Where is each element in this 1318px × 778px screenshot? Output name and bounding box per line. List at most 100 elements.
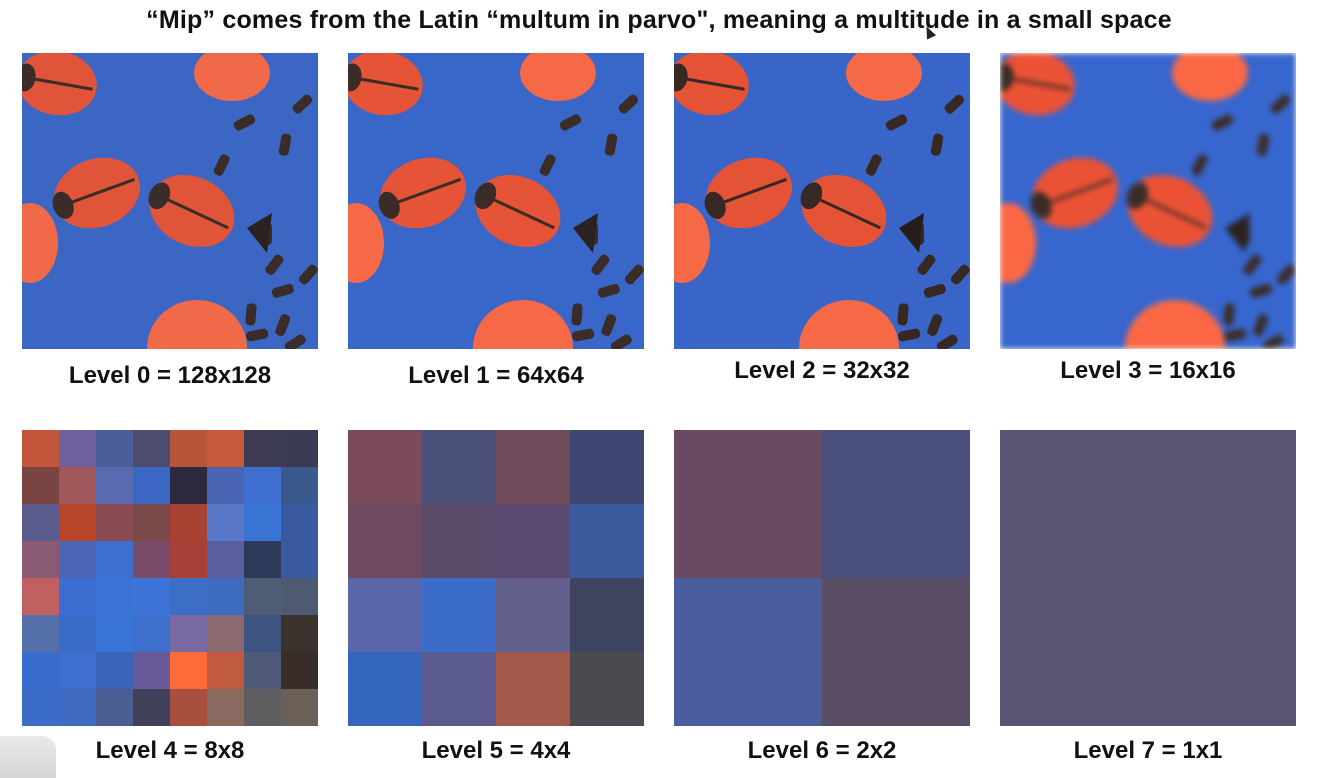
level-5-pixel	[422, 504, 496, 578]
ladybug	[1126, 175, 1213, 247]
level-4-pixel	[133, 578, 170, 615]
level-4-pixel	[244, 652, 281, 689]
chocolate-sprinkle	[245, 303, 257, 326]
orange-candy	[147, 300, 247, 349]
chocolate-sprinkle	[865, 154, 882, 176]
level-4-pixel	[207, 689, 244, 726]
mip-level-0-image	[22, 53, 318, 349]
level-5-pixel	[570, 504, 644, 578]
chocolate-sprinkle	[950, 264, 970, 285]
level-4-pixel	[22, 652, 59, 689]
level-5-pixel	[570, 578, 644, 652]
chocolate-sprinkle	[624, 264, 644, 285]
level-5-pixel	[496, 430, 570, 504]
level-4-pixel	[22, 578, 59, 615]
chocolate-sprinkle	[1256, 133, 1270, 156]
chocolate-sprinkle	[1249, 283, 1272, 298]
level-4-pixel	[170, 578, 207, 615]
level-4-pixel	[281, 689, 318, 726]
level-1-caption: Level 1 = 64x64	[408, 362, 584, 389]
chocolate-sprinkle	[897, 303, 909, 326]
level-4-pixel	[96, 652, 133, 689]
chocolate-sprinkle	[559, 114, 582, 131]
chocolate-sprinkle	[1223, 303, 1235, 326]
level-4-pixel	[281, 652, 318, 689]
level-4-pixel	[133, 652, 170, 689]
chocolate-sprinkle	[917, 254, 936, 275]
level-5-pixel	[496, 652, 570, 726]
orange-candy	[1172, 53, 1248, 101]
orange-candy	[799, 300, 899, 349]
level-6-pixel	[822, 430, 970, 578]
ladybug	[800, 175, 887, 247]
level-4-pixel	[96, 467, 133, 504]
chocolate-sprinkle	[298, 264, 318, 285]
orange-candy	[1000, 203, 1036, 283]
mip-level-6-image	[674, 430, 970, 726]
level-4-pixel	[207, 652, 244, 689]
orange-candy	[1125, 300, 1225, 349]
level-4-pixel	[244, 430, 281, 467]
level-5-pixel	[348, 504, 422, 578]
level-5-pixel	[348, 578, 422, 652]
ladybug	[704, 157, 792, 229]
level-4-pixel	[207, 504, 244, 541]
level-4-pixel	[170, 689, 207, 726]
chocolate-sprinkle	[597, 283, 620, 298]
level-5-pixel	[348, 430, 422, 504]
mip-level-5-image	[348, 430, 644, 726]
chocolate-sprinkle	[601, 314, 617, 336]
level-4-pixel	[244, 689, 281, 726]
chocolate-sprinkle	[213, 154, 230, 176]
chocolate-sprinkle	[1262, 334, 1284, 349]
mip-level-7-image	[1000, 430, 1296, 726]
level-7-caption: Level 7 = 1x1	[1073, 737, 1223, 764]
chocolate-sprinkle	[618, 94, 639, 114]
level-7-pixel	[1000, 430, 1296, 726]
level-4-pixel	[96, 689, 133, 726]
mip-level-1-image	[348, 53, 644, 349]
chocolate-sprinkle	[610, 334, 632, 349]
ladybug	[22, 53, 97, 116]
level-4-pixel	[59, 578, 96, 615]
mip-level-3-image	[1000, 53, 1296, 349]
level-5-pixel	[422, 652, 496, 726]
ladybug-scene	[674, 53, 970, 349]
chocolate-sprinkle	[1243, 254, 1262, 275]
level-4-pixel	[281, 467, 318, 504]
level-0-caption: Level 0 = 128x128	[68, 362, 272, 389]
chocolate-sprinkle	[604, 133, 618, 156]
chocolate-chip	[1225, 213, 1250, 253]
level-4-pixel	[207, 430, 244, 467]
ladybug-scene	[348, 53, 644, 349]
chocolate-sprinkle	[930, 133, 944, 156]
level-6-pixel	[822, 578, 970, 726]
orange-candy	[846, 53, 922, 101]
level-4-pixel	[170, 430, 207, 467]
ladybug	[474, 175, 561, 247]
level-3-caption: Level 3 = 16x16	[1060, 357, 1236, 384]
level-4-pixel	[207, 467, 244, 504]
level-6-pixel	[674, 578, 822, 726]
level-4-pixel	[59, 504, 96, 541]
chocolate-sprinkle	[284, 334, 306, 349]
level-4-caption: Level 4 = 8x8	[95, 737, 245, 764]
chocolate-chip	[247, 213, 272, 253]
mip-level-2-image	[674, 53, 970, 349]
ladybug	[674, 53, 749, 116]
level-4-pixel	[207, 578, 244, 615]
orange-candy	[22, 203, 58, 283]
chocolate-sprinkle	[885, 114, 908, 131]
level-4-pixel	[281, 615, 318, 652]
chocolate-sprinkle	[591, 254, 610, 275]
mip-level-4-image	[22, 430, 318, 726]
orange-candy	[348, 203, 384, 283]
level-4-pixel	[22, 615, 59, 652]
chocolate-sprinkle	[1253, 314, 1269, 336]
orange-candy	[473, 300, 573, 349]
level-5-pixel	[348, 652, 422, 726]
level-4-pixel	[59, 652, 96, 689]
level-5-pixel	[422, 430, 496, 504]
level-5-caption: Level 5 = 4x4	[421, 737, 571, 764]
orange-candy	[194, 53, 270, 101]
